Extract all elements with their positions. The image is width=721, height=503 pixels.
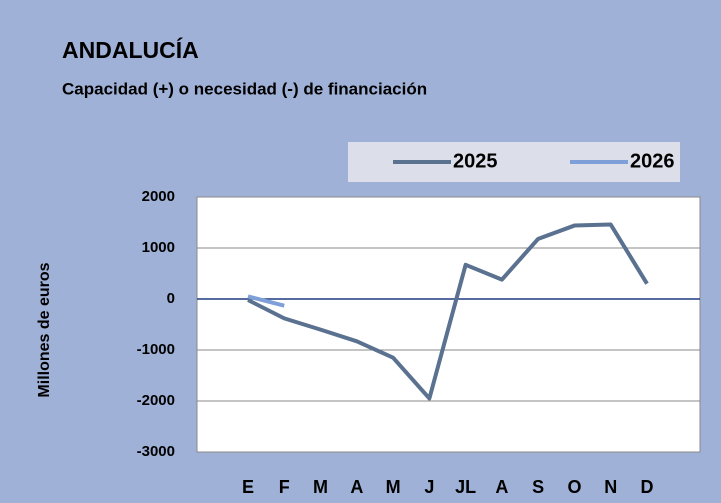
- y-tick-label: 0: [167, 290, 175, 307]
- y-tick-label: -1000: [137, 341, 175, 358]
- y-tick-label: -2000: [137, 392, 175, 409]
- x-tick-label: S: [532, 477, 544, 497]
- x-tick-label: D: [641, 477, 654, 497]
- chart-title: ANDALUCÍA: [62, 36, 199, 63]
- x-tick-label: J: [424, 477, 434, 497]
- legend-label: 2025: [453, 150, 498, 172]
- x-tick-label: M: [386, 477, 401, 497]
- line-series: [247, 222, 649, 401]
- x-tick-label: A: [350, 477, 363, 497]
- x-tick-label: F: [279, 477, 290, 497]
- x-tick-label: O: [567, 477, 581, 497]
- x-tick-label: E: [242, 477, 254, 497]
- y-tick-label: -3000: [137, 443, 175, 460]
- x-tick-label: N: [604, 477, 617, 497]
- legend-label: 2026: [630, 150, 675, 172]
- y-tick-label: 2000: [142, 188, 175, 205]
- y-axis-label: Millones de euros: [36, 262, 53, 397]
- x-tick-label: JL: [455, 477, 476, 497]
- line-series: [247, 294, 285, 308]
- y-tick-label: 1000: [142, 239, 175, 256]
- chart-subtitle: Capacidad (+) o necesidad (-) de financi…: [62, 79, 427, 98]
- x-tick-label: A: [495, 477, 508, 497]
- x-tick-label: M: [313, 477, 328, 497]
